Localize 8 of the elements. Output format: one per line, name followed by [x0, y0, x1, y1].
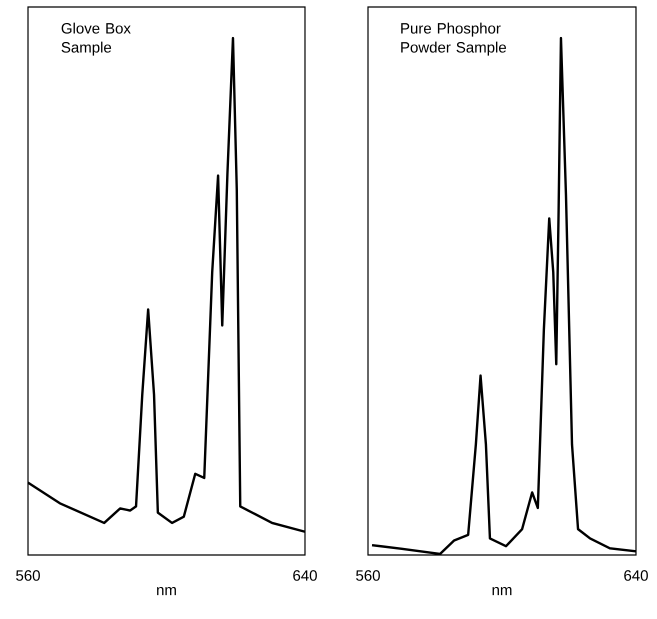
x-tick-label: 640 [293, 570, 317, 581]
x-tick-label: 560 [16, 570, 40, 581]
x-axis-title: nm [492, 587, 512, 596]
x-axis-title: nm [157, 587, 176, 596]
chart-title: Pure Phosphor Powder Sample [401, 22, 506, 56]
x-tick-label: 560 [356, 570, 380, 581]
x-tick-label: 640 [624, 570, 648, 581]
chart-title: Glove Box Sample [62, 22, 131, 56]
